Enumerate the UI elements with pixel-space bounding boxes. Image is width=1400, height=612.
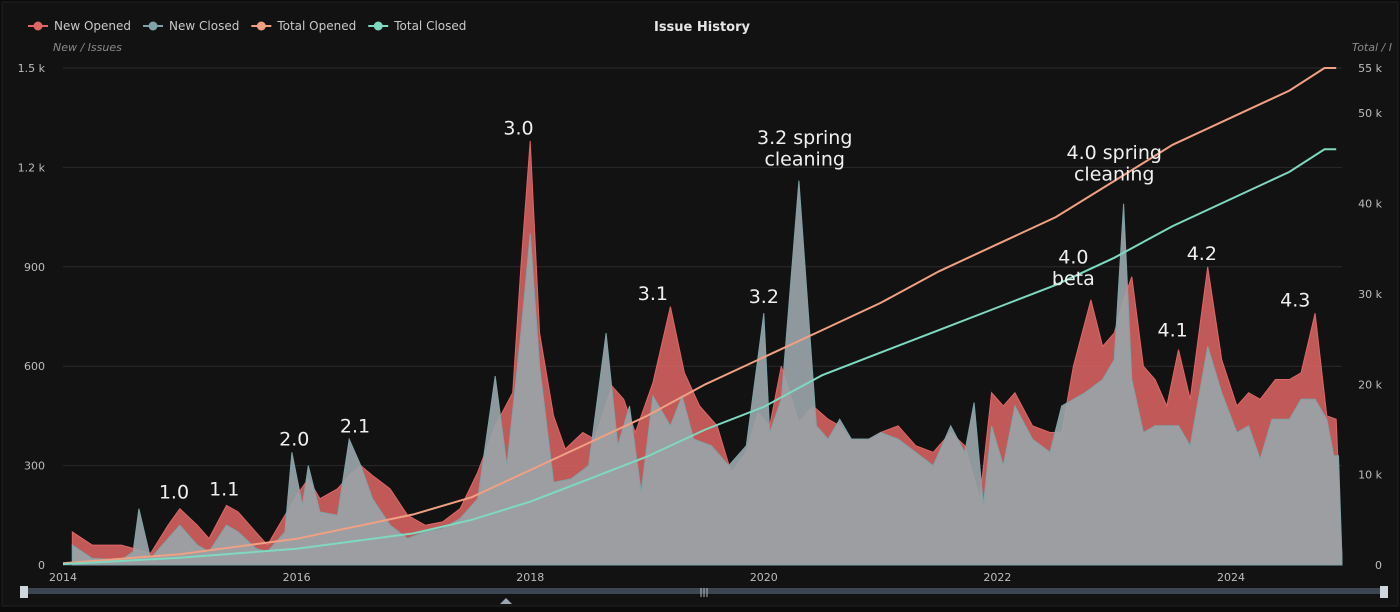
y-right-tick-label: 10 k <box>1358 469 1382 482</box>
release-annotation: 3.1 <box>638 283 668 305</box>
y-right-tick-label: 20 k <box>1358 378 1382 391</box>
release-annotation: 3.0 <box>503 117 533 139</box>
y-right-tick-label: 50 k <box>1358 107 1382 120</box>
y-left-tick-label: 600 <box>24 360 45 373</box>
release-annotation: 4.0 <box>1058 246 1088 268</box>
legend-swatch-dot <box>373 21 383 31</box>
y-left-tick-label: 1.5 k <box>18 62 46 75</box>
range-slider-handle-left[interactable] <box>20 586 28 598</box>
release-annotation: 4.3 <box>1280 290 1310 312</box>
x-tick-label: 2016 <box>283 571 311 584</box>
legend-label: Total Opened <box>276 19 356 33</box>
release-annotation: 4.2 <box>1187 243 1217 265</box>
legend-label: Total Closed <box>393 19 466 33</box>
line-total-closed <box>62 148 1337 566</box>
y-left-axis-title: New / Issues <box>53 41 122 54</box>
x-tick-label: 2024 <box>1217 571 1245 584</box>
area-series <box>71 140 1343 566</box>
legend-item[interactable]: New Opened <box>28 19 131 33</box>
y-right-tick-label: 30 k <box>1358 288 1382 301</box>
range-slider-track[interactable] <box>24 588 1386 594</box>
x-tick-label: 2014 <box>49 571 77 584</box>
release-annotation: 1.0 <box>159 482 189 504</box>
range-slider-handle-right[interactable] <box>1380 586 1388 598</box>
release-annotation: 4.0 spring <box>1067 142 1162 164</box>
release-annotation: cleaning <box>764 149 844 171</box>
legend-swatch-dot <box>33 21 43 31</box>
y-right-tick-label: 0 <box>1375 559 1382 572</box>
release-annotation: 3.2 spring <box>757 127 852 149</box>
y-right-tick-labels: 0 10 k 20 k 30 k 40 k 50 k 55 k <box>1358 62 1382 572</box>
release-annotation: cleaning <box>1074 164 1154 186</box>
legend-item[interactable]: New Closed <box>143 19 239 33</box>
y-right-tick-label: 40 k <box>1358 198 1382 211</box>
y-right-axis-title: Total / I <box>1352 41 1392 54</box>
release-annotation: 4.1 <box>1158 319 1188 341</box>
legend-swatch-dot <box>256 21 266 31</box>
chart-title: Issue History <box>654 20 751 35</box>
release-annotation: 1.1 <box>209 478 239 500</box>
y-left-tick-labels: 0 300 600 900 1.2 k 1.5 k <box>18 62 46 572</box>
range-slider[interactable]: ||| <box>20 586 1388 604</box>
line-series <box>62 67 1337 566</box>
y-right-tick-label: 55 k <box>1358 62 1382 75</box>
y-left-tick-label: 1.2 k <box>18 161 46 174</box>
legend[interactable]: New Opened New Closed Total Opened Total Cl… <box>28 19 466 33</box>
legend-item[interactable]: Total Opened <box>251 19 356 33</box>
x-tick-label: 2020 <box>750 571 778 584</box>
release-annotation: 2.0 <box>279 429 309 451</box>
y-left-tick-label: 900 <box>24 261 45 274</box>
release-annotation: 3.2 <box>749 286 779 308</box>
legend-item[interactable]: Total Closed <box>368 19 466 33</box>
legend-label: New Opened <box>54 19 131 33</box>
release-annotation: 2.1 <box>340 415 370 437</box>
line-total-opened <box>62 67 1337 565</box>
release-annotations: 1.0 1.12.02.13.03.1 3.23.2 springcleaning4… <box>159 117 1311 503</box>
y-left-tick-label: 0 <box>38 559 45 572</box>
range-slider-center-grip-icon[interactable]: ||| <box>699 588 708 598</box>
x-tick-label: 2022 <box>983 571 1011 584</box>
release-annotation: beta <box>1052 268 1095 290</box>
x-tick-label: 2018 <box>516 571 544 584</box>
area-new-closed <box>71 180 1343 566</box>
range-slider-grip-icon[interactable] <box>500 598 512 604</box>
x-tick-labels: 2014 2016 2018 2020 2022 2024 <box>49 571 1245 584</box>
y-left-tick-label: 300 <box>24 460 45 473</box>
legend-swatch-dot <box>148 21 158 31</box>
legend-label: New Closed <box>169 19 239 33</box>
